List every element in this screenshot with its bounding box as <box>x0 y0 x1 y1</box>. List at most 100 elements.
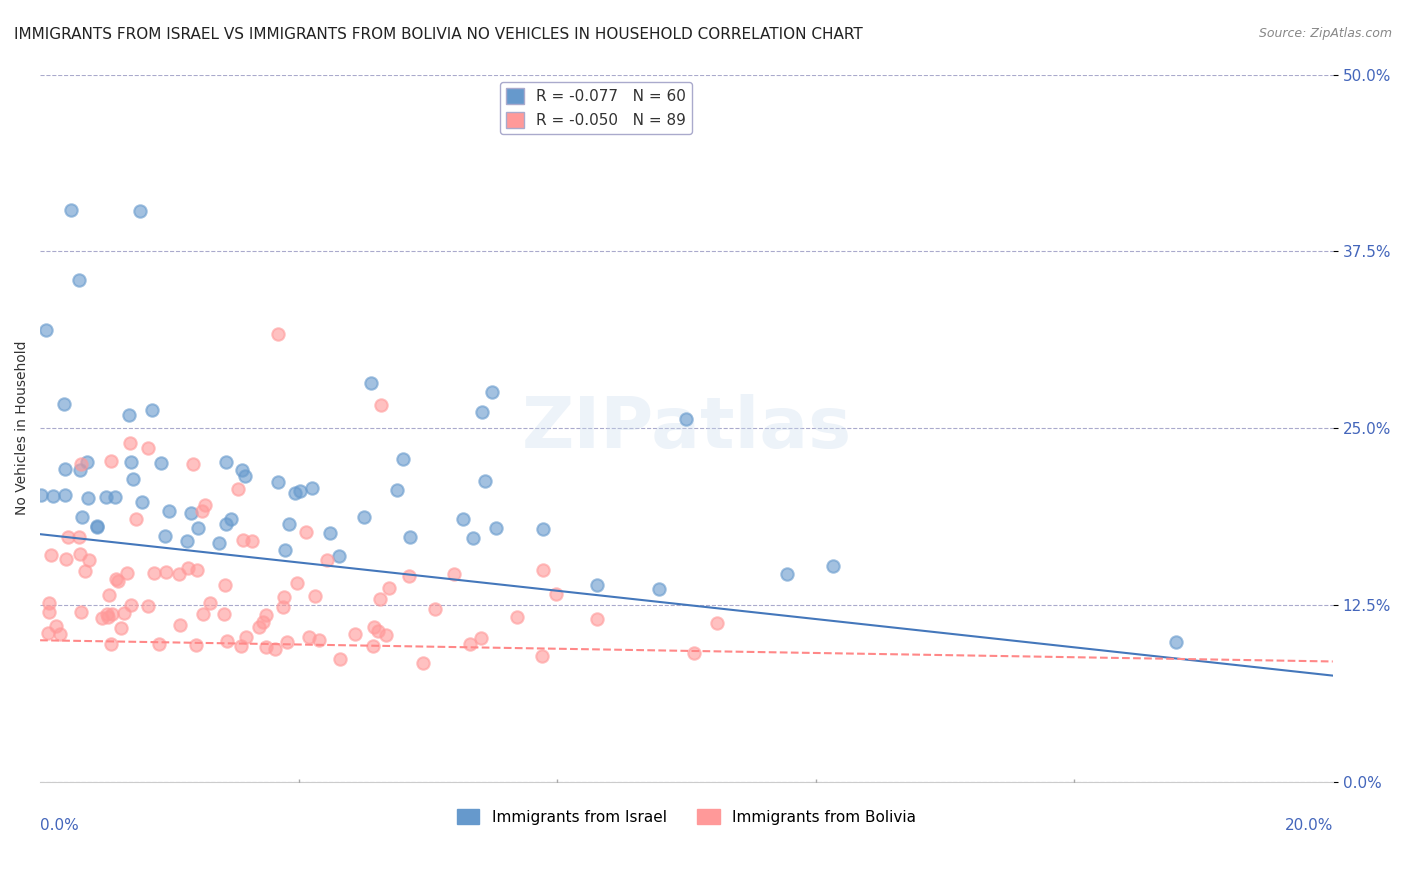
Point <box>481 385 503 400</box>
Point <box>683 647 706 661</box>
Point <box>378 581 401 595</box>
Point <box>91 611 114 625</box>
Point <box>76 455 98 469</box>
Point <box>232 533 254 547</box>
Point <box>100 637 122 651</box>
Point <box>142 566 165 580</box>
Point <box>370 398 392 412</box>
Point <box>252 615 274 629</box>
Point <box>254 640 277 654</box>
Point <box>451 511 474 525</box>
Point <box>398 530 420 544</box>
Point <box>254 608 277 623</box>
Point <box>115 566 138 580</box>
Point <box>30 488 52 502</box>
Point <box>531 522 554 536</box>
Point <box>392 452 415 467</box>
Point <box>298 630 321 644</box>
Point <box>219 511 242 525</box>
Point <box>506 610 529 624</box>
Point <box>77 552 100 566</box>
Point <box>60 203 83 218</box>
Point <box>343 627 366 641</box>
Point <box>215 454 238 468</box>
Point <box>235 630 257 644</box>
Point <box>821 559 844 574</box>
Point <box>233 469 256 483</box>
Point <box>112 606 135 620</box>
Point <box>56 530 79 544</box>
Point <box>100 454 122 468</box>
Point <box>136 599 159 614</box>
Point <box>398 569 420 583</box>
Point <box>374 628 396 642</box>
Point <box>586 578 609 592</box>
Point <box>148 636 170 650</box>
Point <box>67 272 90 286</box>
Point <box>266 475 288 490</box>
Text: 20.0%: 20.0% <box>1285 819 1333 833</box>
Point <box>39 548 62 562</box>
Point <box>72 510 94 524</box>
Point <box>155 565 177 579</box>
Point <box>155 529 177 543</box>
Point <box>121 472 143 486</box>
Point <box>226 482 249 496</box>
Point <box>276 634 298 648</box>
Point <box>96 607 118 622</box>
Point <box>531 563 554 577</box>
Point <box>104 572 127 586</box>
Point <box>53 487 76 501</box>
Point <box>86 519 108 533</box>
Point <box>288 483 311 498</box>
Point <box>328 549 350 564</box>
Point <box>329 652 352 666</box>
Point <box>73 564 96 578</box>
Point <box>215 516 238 531</box>
Point <box>295 525 318 540</box>
Point <box>128 203 150 218</box>
Point <box>70 458 93 472</box>
Point <box>37 626 59 640</box>
Point <box>231 463 253 477</box>
Point <box>198 596 221 610</box>
Point <box>1164 634 1187 648</box>
Point <box>183 458 205 472</box>
Point <box>136 441 159 455</box>
Point <box>425 602 447 616</box>
Point <box>470 631 492 645</box>
Point <box>41 489 63 503</box>
Point <box>104 490 127 504</box>
Point <box>240 534 263 549</box>
Point <box>94 490 117 504</box>
Point <box>443 567 465 582</box>
Text: ZIPatlas: ZIPatlas <box>522 393 852 463</box>
Point <box>77 491 100 506</box>
Point <box>361 639 384 653</box>
Point <box>274 543 297 558</box>
Point <box>458 637 481 651</box>
Point <box>301 481 323 495</box>
Point <box>229 640 252 654</box>
Point <box>363 620 385 634</box>
Point <box>49 627 72 641</box>
Point <box>474 474 496 488</box>
Point <box>69 463 91 477</box>
Point <box>412 657 434 671</box>
Point <box>98 588 121 602</box>
Point <box>485 521 508 535</box>
Point <box>585 612 607 626</box>
Point <box>169 617 191 632</box>
Point <box>191 504 214 518</box>
Point <box>471 405 494 419</box>
Point <box>277 516 299 531</box>
Text: IMMIGRANTS FROM ISRAEL VS IMMIGRANTS FROM BOLIVIA NO VEHICLES IN HOUSEHOLD CORRE: IMMIGRANTS FROM ISRAEL VS IMMIGRANTS FRO… <box>14 27 863 42</box>
Point <box>214 578 236 592</box>
Point <box>194 498 217 512</box>
Point <box>67 530 90 544</box>
Point <box>101 607 124 621</box>
Point <box>141 403 163 417</box>
Point <box>648 582 671 596</box>
Point <box>461 532 484 546</box>
Point <box>107 574 129 588</box>
